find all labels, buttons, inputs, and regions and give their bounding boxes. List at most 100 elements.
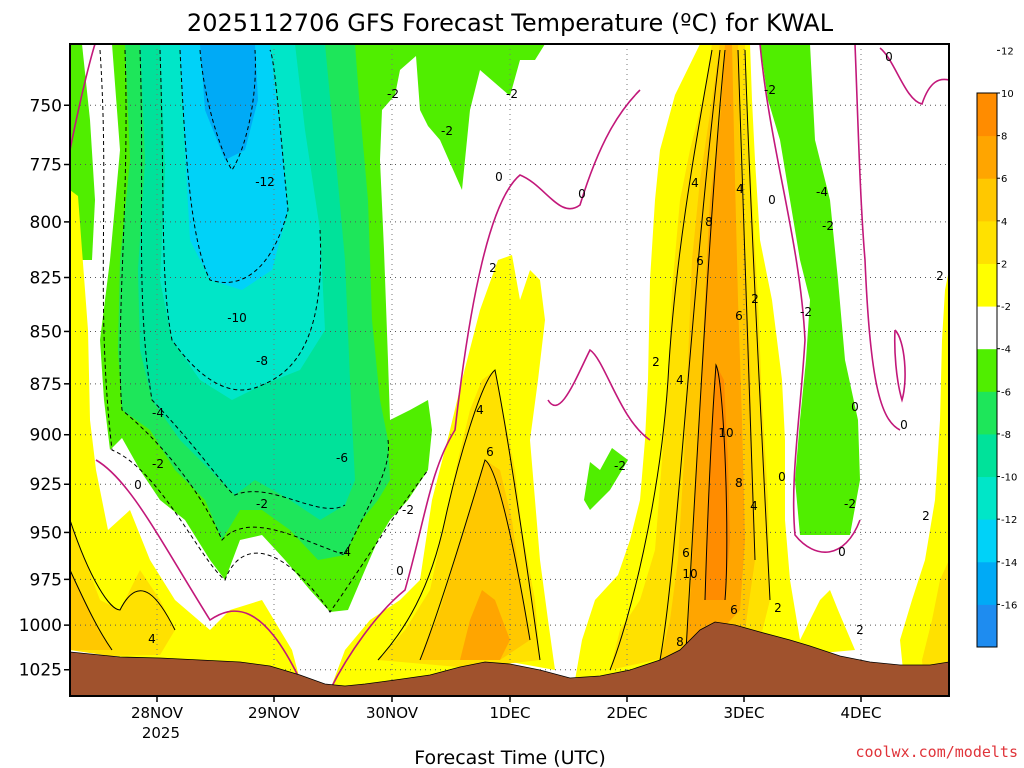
grid-lines xyxy=(70,44,949,696)
colorbar-swatch xyxy=(977,348,997,392)
contour-label: 0 xyxy=(778,470,786,484)
colorbar-swatch xyxy=(977,561,997,605)
x-tick-label: 4DEC xyxy=(840,704,881,722)
contour-label: -2 xyxy=(387,87,399,101)
colorbar-swatch xyxy=(977,519,997,563)
colorbar-swatch xyxy=(977,220,997,264)
contour-label: 2 xyxy=(489,261,497,275)
contour-label: 0 xyxy=(495,170,503,184)
contour-label: 2 xyxy=(856,623,864,637)
y-tick-label: 1000 xyxy=(19,616,62,636)
contour-label: 2 xyxy=(774,601,782,615)
contour-label: 4 xyxy=(148,632,156,646)
colorbar-tick-label: -4 xyxy=(1001,345,1011,356)
colorbar-tick-label: -16 xyxy=(1001,600,1017,611)
contour-label: -2 xyxy=(152,457,164,471)
colorbar-swatch xyxy=(977,604,997,648)
contour-label: -2 xyxy=(844,497,856,511)
x-axis: 28NOV 29NOV 30NOV 1DEC 2DEC 3DEC 4DEC xyxy=(131,696,882,722)
contour-label: 0 xyxy=(396,564,404,578)
contour-label: -4 xyxy=(152,406,164,420)
colorbar-swatch xyxy=(977,476,997,520)
contour-label: -2 xyxy=(256,497,268,511)
contour-label: 2 xyxy=(751,292,759,306)
contour-lines xyxy=(70,49,771,671)
colorbar-tick-label: 12 xyxy=(1001,46,1014,57)
y-tick-label: 950 xyxy=(30,523,62,543)
x-tick-label: 2DEC xyxy=(606,704,647,722)
contour-label: 0 xyxy=(851,400,859,414)
colorbar-tick-label: -12 xyxy=(1001,515,1017,526)
contour-label: 6 xyxy=(696,254,704,268)
warm-region-left xyxy=(70,190,300,680)
warm-region-2dec-8 xyxy=(686,44,745,650)
contour-label: 4 xyxy=(750,499,758,513)
contour-label: -2 xyxy=(614,459,626,473)
contour-label: 8 xyxy=(735,476,743,490)
y-axis: 750 775 800 825 850 875 900 925 950 975 1000 1025 xyxy=(19,96,70,681)
y-tick-label: 800 xyxy=(30,213,62,233)
contour-label: 0 xyxy=(134,478,142,492)
contour-label: 4 xyxy=(736,182,744,196)
colorbar-frame xyxy=(976,92,998,648)
terrain-surface xyxy=(70,622,949,696)
contour-label: 2 xyxy=(652,355,660,369)
contour-label: -2 xyxy=(441,124,453,138)
x-tick-label: 1DEC xyxy=(489,704,530,722)
contour-label: 0 xyxy=(578,187,586,201)
y-tick-label: 850 xyxy=(30,322,62,342)
contour-label: -12 xyxy=(255,175,275,189)
warm-region-left-4 xyxy=(70,520,175,656)
x-tick-label: 29NOV xyxy=(248,704,301,722)
colorbar-tick-label: 10 xyxy=(1001,89,1014,100)
y-tick-label: 750 xyxy=(30,96,62,116)
warm-region-1dec-6 xyxy=(420,460,530,660)
y-tick-label: 975 xyxy=(30,570,62,590)
y-tick-label: 875 xyxy=(30,375,62,395)
contour-label: -10 xyxy=(227,311,247,325)
contour-label: -4 xyxy=(339,545,351,559)
contour-label: 0 xyxy=(900,418,908,432)
contour-label: 4 xyxy=(476,403,484,417)
colorbar-swatch xyxy=(977,433,997,478)
warm-region-left-6 xyxy=(70,570,112,650)
x-axis-label: Forecast Time (UTC) xyxy=(414,747,605,768)
x-tick-label: 30NOV xyxy=(366,704,419,722)
cold-patch-right xyxy=(760,44,860,535)
contour-label: 6 xyxy=(730,603,738,617)
contour-label: 4 xyxy=(691,176,699,190)
colorbar-tick-label: -6 xyxy=(1001,387,1011,398)
contour-label: 2 xyxy=(922,509,930,523)
contour-label: -2 xyxy=(764,83,776,97)
contour-label: 10 xyxy=(718,426,733,440)
contour-label: -6 xyxy=(336,451,348,465)
contour-label: -2 xyxy=(822,219,834,233)
contour-label: -8 xyxy=(256,354,268,368)
zero-contour-lines xyxy=(70,44,949,691)
credit-label: coolwx.com/modelts xyxy=(855,743,1018,761)
contour-label: -2 xyxy=(402,503,414,517)
contour-label: 6 xyxy=(486,445,494,459)
contour-label: 4 xyxy=(676,373,684,387)
contour-label: -2 xyxy=(800,305,812,319)
y-tick-label: 825 xyxy=(30,268,62,288)
contour-label: -2 xyxy=(506,87,518,101)
contour-label: 0 xyxy=(885,50,893,64)
x-tick-year-label: 2025 xyxy=(142,724,180,742)
warm-region-right xyxy=(900,270,949,690)
colorbar-swatch xyxy=(977,391,997,435)
colorbar-swatch xyxy=(977,178,997,222)
colorbar-swatch xyxy=(977,93,997,137)
contour-label: -4 xyxy=(816,185,828,199)
colorbar-tick-label: 8 xyxy=(1001,132,1007,143)
y-tick-label: 900 xyxy=(30,426,62,446)
y-tick-label: 775 xyxy=(30,156,62,176)
contour-label: 6 xyxy=(682,546,690,560)
cold-region-minus12 xyxy=(200,44,258,160)
colorbar-tick-label: -2 xyxy=(1001,302,1011,313)
colorbar-swatch xyxy=(977,135,997,179)
colorbar-swatch xyxy=(977,263,997,307)
plot-area: -12 -10 -8 -6 -4 -4 -2 -2 -2 -2 -2 -2 -2… xyxy=(70,44,949,696)
colorbar-tick-label: 2 xyxy=(1001,259,1007,270)
